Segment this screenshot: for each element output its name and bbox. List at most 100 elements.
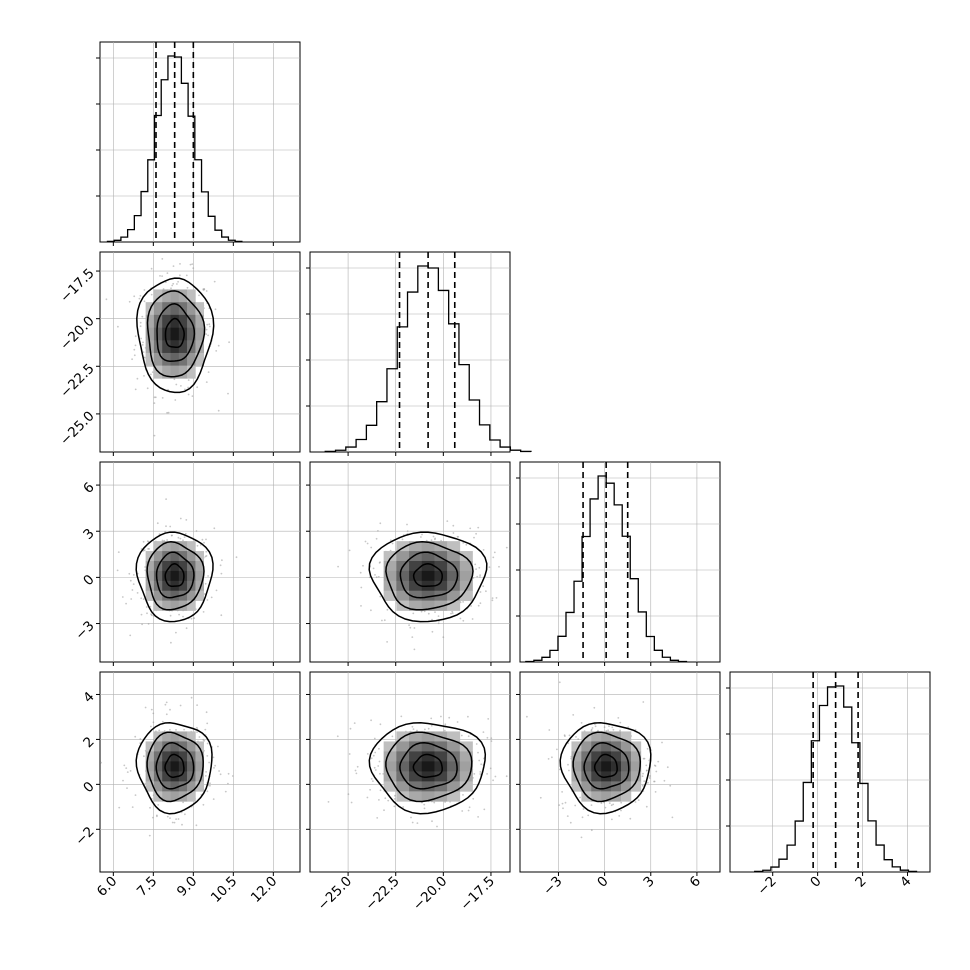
density-cell [153,302,163,316]
scatter-point [157,804,160,806]
scatter-point [389,539,392,542]
scatter-point [473,773,476,775]
density-cell [178,751,188,762]
density-cell [601,761,612,772]
density-cell [162,340,171,354]
scatter-point [203,541,205,544]
scatter-point [182,801,185,804]
scatter-point [618,815,621,817]
scatter-point [648,759,651,762]
scatter-point [178,613,181,616]
scatter-point [132,583,135,585]
scatter-point [235,556,238,559]
scatter-point [191,395,194,397]
scatter-point [143,375,145,377]
scatter-point [450,612,452,615]
density-cell [396,590,410,601]
density-cell [421,590,435,601]
scatter-point [133,295,136,298]
scatter-point [421,533,423,536]
scatter-point [201,538,204,541]
scatter-point [100,761,102,764]
density-cell [571,761,582,772]
density-cell [421,731,435,742]
panel-frame [99,41,301,243]
x-tick-label: 6 [687,873,704,890]
scatter-point [490,740,493,742]
scatter-point [141,315,144,318]
density-cell [187,761,196,772]
scatter-point [169,708,171,711]
scatter-point [558,768,561,771]
scatter-point [224,790,227,793]
scatter-point [150,373,152,376]
density-cell [153,327,163,341]
scatter-point [400,715,403,718]
scatter-point [430,724,433,727]
density-cell [383,570,397,582]
scatter-point [459,617,462,620]
scatter-point [158,533,161,535]
scatter-point [129,634,132,637]
density-cell [170,731,180,742]
scatter-point [215,589,218,592]
scatter-point [142,598,145,600]
density-cell [187,302,196,316]
density-cell [162,791,171,802]
density-cell [434,551,448,562]
density-cell [581,751,592,762]
scatter-point [412,612,415,615]
scatter-point [539,796,542,799]
density-cell [447,731,461,742]
density-cell [153,570,163,582]
scatter-point [336,735,339,738]
density-cell [421,781,435,792]
scatter-point [202,738,205,741]
scatter-point [206,599,209,601]
density-cell [434,741,448,752]
scatter-point [378,799,380,801]
scatter-point [213,767,215,769]
contour-line [385,731,473,803]
y-tick-label: 6 [80,479,97,496]
scatter-point [423,807,426,810]
scatter-point [375,576,378,579]
scatter-point [420,536,422,538]
scatter-point [442,636,445,639]
scatter-point [170,534,173,537]
scatter-point [140,613,143,616]
scatter-point [479,576,481,578]
scatter-point [643,780,646,783]
density-cell [447,551,461,562]
scatter-point [189,263,192,266]
scatter-point [207,334,210,337]
density-cell [591,741,602,752]
scatter-point [192,267,195,269]
scatter-point [173,821,176,824]
density-cell [459,570,473,582]
scatter-point [629,817,632,820]
scatter-point [228,341,231,344]
scatter-point [366,796,369,799]
scatter-point [394,794,396,797]
density-cell [145,551,155,562]
density-cell [459,551,473,562]
scatter-point [437,615,440,617]
density-cell [170,365,180,379]
scatter-point [669,784,672,787]
scatter-point [457,535,460,538]
scatter-point [610,804,613,807]
density-cell [170,570,180,582]
scatter-point [206,742,209,745]
scatter-point [156,522,159,525]
density-cell [162,590,171,601]
contour-line [412,753,443,778]
scatter-point [487,718,490,720]
scatter-point [568,769,570,772]
scatter-point [354,769,357,772]
scatter-point [427,727,430,730]
density-cell [170,302,180,316]
density-cell [187,791,196,802]
scatter-point [381,619,383,622]
histogram-panel: −2 0 2 4 [726,671,931,899]
